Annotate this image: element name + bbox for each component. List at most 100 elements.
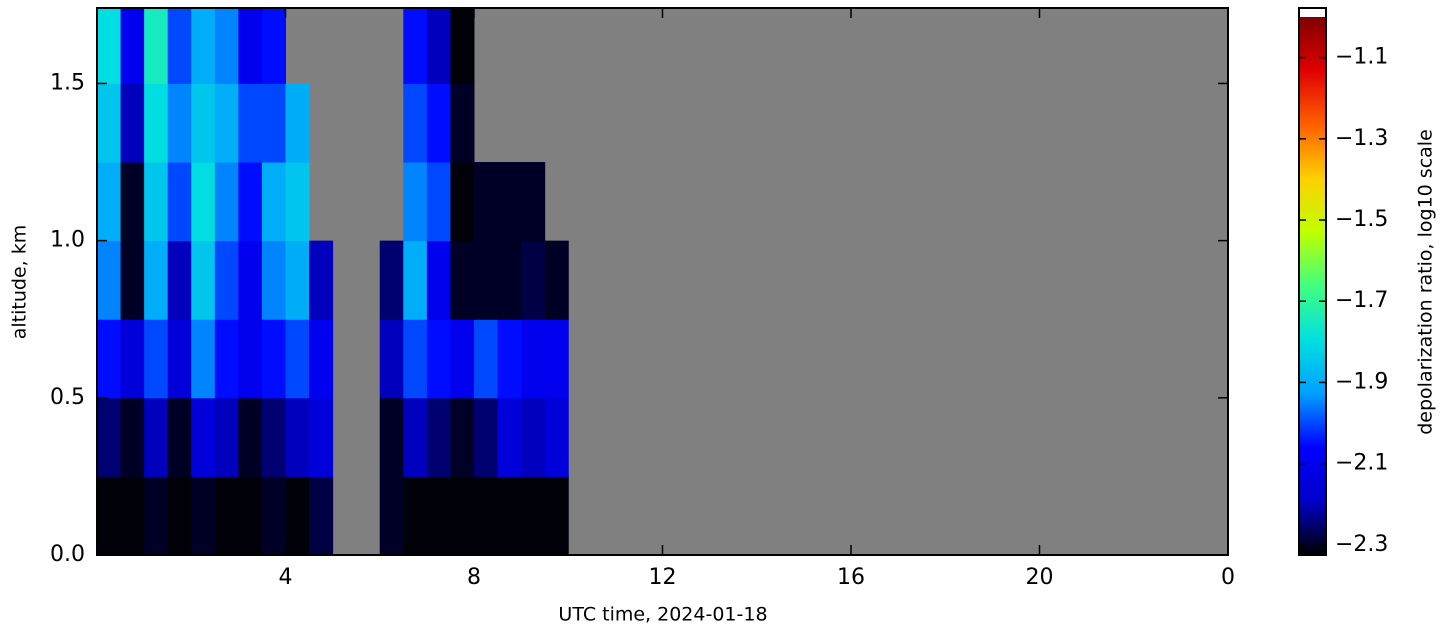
heatmap-cell [403,240,428,320]
heatmap-cell [261,476,286,556]
heatmap-cell [474,397,499,477]
heatmap-cell [285,240,310,320]
heatmap-cell [309,397,334,477]
heatmap-cell [474,240,499,320]
heatmap-cell [544,240,569,320]
colorbar-tick-label: −1.7 [1335,288,1388,313]
colorbar-frame [1298,7,1327,556]
heatmap-cell [167,319,192,399]
x-tick-label: 0 [1221,565,1235,590]
heatmap-cell [497,240,522,320]
x-tick-label: 20 [1026,565,1054,590]
heatmap-cell [120,397,145,477]
heatmap-cell [144,240,169,320]
heatmap-cell [238,476,263,556]
heatmap-cell [191,397,216,477]
heatmap-cell [214,83,239,163]
heatmap-cell [120,8,145,84]
heatmap-cell [285,83,310,163]
heatmap-cell [426,240,451,320]
colorbar-tick-label: −1.9 [1335,369,1388,394]
x-axis-label: UTC time, 2024-01-18 [558,604,767,626]
heatmap-cell [285,476,310,556]
y-tick-label: 0.0 [50,542,85,567]
heatmap-cell [521,397,546,477]
heatmap-cell [544,319,569,399]
heatmap-cell [474,476,499,556]
heatmap-cell [426,476,451,556]
heatmap-cell [238,397,263,477]
heatmap-cell [403,83,428,163]
heatmap-cell [97,240,122,320]
heatmap-cell [214,397,239,477]
heatmap-cell [238,319,263,399]
heatmap-cell [144,162,169,242]
heatmap-cell [426,83,451,163]
colorbar-tick-label: −2.1 [1335,451,1388,476]
heatmap-cell [214,476,239,556]
x-tick-label: 4 [279,565,293,590]
heatmap-cell [214,240,239,320]
heatmap-cell [144,476,169,556]
heatmap-cell [403,8,428,84]
x-tick-label: 16 [837,565,865,590]
heatmap-cell [379,319,404,399]
heatmap-cell [309,319,334,399]
heatmap-cell [379,476,404,556]
heatmap-cell [167,397,192,477]
y-axis-label: altitude, km [9,225,31,339]
heatmap-cell [379,240,404,320]
heatmap-cell [120,162,145,242]
heatmap-cell [167,162,192,242]
y-tick-label: 0.5 [50,385,85,410]
y-tick-label: 1.5 [50,70,85,95]
heatmap-cell [97,397,122,477]
x-tick-label: 8 [467,565,481,590]
heatmap-cell [497,476,522,556]
heatmap-cell [261,162,286,242]
heatmap-cell [191,319,216,399]
heatmap-cell [521,476,546,556]
heatmap-cell [450,162,475,242]
heatmap-cell [474,319,499,399]
heatmap-cell [120,240,145,320]
heatmap-cell [521,240,546,320]
colorbar-label: depolarization ratio, log10 scale [1415,129,1437,435]
heatmap-cell [544,397,569,477]
heatmap-cell [497,319,522,399]
heatmap-cell [450,476,475,556]
heatmap-cell [379,397,404,477]
heatmap-cell [238,162,263,242]
heatmap-cell [191,8,216,84]
heatmap-cell [238,240,263,320]
heatmap-cell [403,162,428,242]
colorbar-tick-label: −1.3 [1335,126,1388,151]
heatmap-cell [144,397,169,477]
heatmap-cell [144,83,169,163]
colorbar-tick-label: −1.5 [1335,207,1388,232]
heatmap-cell [167,83,192,163]
colorbar-over [1299,8,1326,17]
heatmap-cell [426,8,451,84]
heatmap-cell [144,319,169,399]
heatmap-cell [497,397,522,477]
heatmap-cell [426,319,451,399]
heatmap-cell [403,397,428,477]
heatmap-cell [214,162,239,242]
heatmap-cell [261,397,286,477]
heatmap-cell [238,83,263,163]
heatmap-cell [450,8,475,84]
colorbar-tick-label: −1.1 [1335,45,1388,70]
heatmap-cell [450,319,475,399]
colorbar-tick-label: −2.3 [1335,532,1388,557]
heatmap-cell [191,476,216,556]
heatmap-cell [450,240,475,320]
heatmap-cell [120,319,145,399]
heatmap-cell [261,8,286,84]
heatmap-cell [167,8,192,84]
heatmap-cell [144,8,169,84]
heatmap-cell [285,397,310,477]
heatmap-cell [191,83,216,163]
heatmap-cell [214,8,239,84]
